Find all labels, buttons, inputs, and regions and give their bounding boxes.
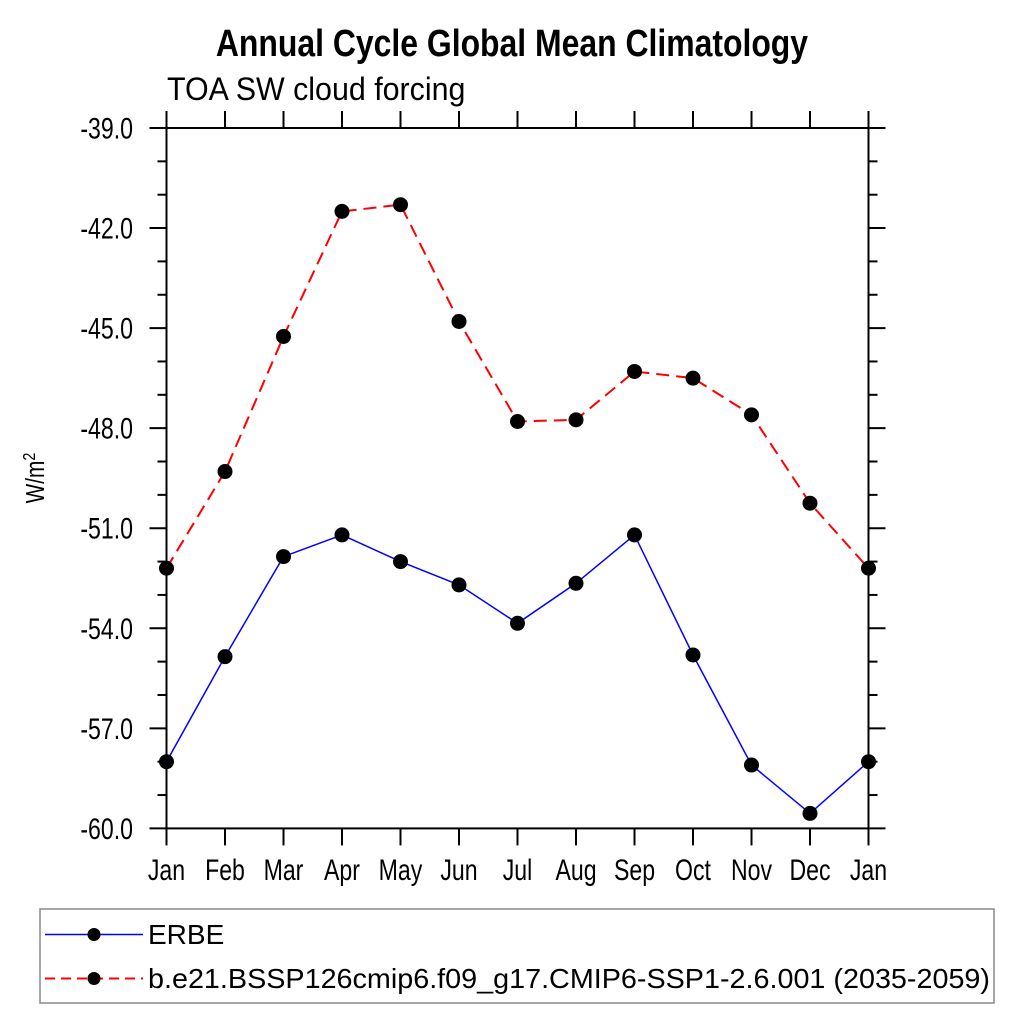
model-data-point	[451, 313, 467, 329]
legend-label-model: b.e21.BSSP126cmip6.f09_g17.CMIP6-SSP1-2.…	[148, 963, 990, 994]
erbe-data-point	[802, 805, 818, 821]
x-tick-label: Dec	[789, 853, 830, 887]
y-axis-label-base: W/m	[21, 461, 50, 504]
legend-box	[39, 908, 995, 1004]
erbe-data-point	[744, 757, 759, 773]
chart-title: Annual Cycle Global Mean Climatology	[216, 22, 809, 64]
model-data-point	[744, 407, 759, 423]
erbe-data-point	[159, 754, 174, 770]
legend-item-model: b.e21.BSSP126cmip6.f09_g17.CMIP6-SSP1-2.…	[45, 963, 990, 994]
plot-frame	[165, 127, 870, 830]
y-axis-label-exponent: 2	[20, 453, 40, 461]
model-data-point	[802, 495, 818, 511]
model-data-point	[510, 414, 525, 430]
x-tick-label: Oct	[675, 853, 711, 887]
chart-subtitle: TOA SW cloud forcing	[167, 71, 465, 107]
y-tick-label: -48.0	[80, 412, 133, 446]
model-data-point	[627, 363, 642, 379]
subtitle-group: TOA SW cloud forcing	[167, 71, 465, 107]
erbe-data-point	[393, 554, 408, 570]
x-tick-label: Feb	[205, 853, 245, 887]
erbe-data-point	[334, 527, 350, 543]
y-tick-label: -57.0	[80, 712, 133, 746]
legend-marker-icon	[87, 928, 101, 941]
x-tick-label: Jan	[148, 853, 185, 887]
model-data-point	[568, 412, 584, 428]
erbe-data-point	[861, 754, 876, 770]
x-tick-label: Apr	[324, 853, 360, 887]
model-data-point	[159, 560, 174, 576]
model-data-point	[685, 370, 701, 386]
erbe-data-point	[685, 647, 701, 663]
y-axis-label: W/m2	[20, 453, 50, 504]
erbe-series-line	[165, 533, 869, 815]
x-tick-label: Jan	[850, 853, 887, 887]
y-tick-label: -54.0	[80, 612, 133, 646]
x-tick-label: Jun	[440, 853, 477, 887]
model-data-point	[861, 560, 876, 576]
x-tick-label: Aug	[555, 853, 596, 887]
model-series-line	[165, 203, 870, 569]
erbe-data-point	[451, 577, 467, 593]
legend-label-erbe: ERBE	[148, 919, 224, 950]
erbe-data-point	[568, 575, 584, 591]
y-tick-label: -51.0	[80, 512, 133, 546]
axis-labels: -39.0 -42.0 -45.0 -48.0 -51.0 -54.0 -57.0 -60.0…	[80, 112, 887, 887]
model-data-point	[334, 203, 350, 219]
erbe-data-point	[276, 549, 291, 565]
x-tick-label: Sep	[614, 853, 655, 887]
legend-marker-icon	[87, 972, 101, 985]
model-data-point	[393, 197, 408, 213]
title-group: Annual Cycle Global Mean Climatology	[216, 22, 809, 64]
legend: ERBE b.e21.BSSP126cmip6.f09_g17.CMIP6-SS…	[39, 908, 995, 1004]
plot-area: -39.0 -42.0 -45.0 -48.0 -51.0 -54.0 -57.0 -60.0…	[80, 111, 887, 887]
legend-item-erbe: ERBE	[45, 919, 224, 950]
model-data-point	[217, 464, 233, 480]
y-tick-label: -42.0	[80, 212, 133, 246]
x-tick-label: Nov	[731, 853, 773, 887]
y-tick-label: -60.0	[80, 812, 133, 846]
erbe-data-point	[217, 649, 233, 665]
y-axis-label-group: W/m2	[20, 453, 50, 504]
erbe-data-point	[627, 527, 642, 543]
erbe-data-point	[510, 615, 525, 631]
y-tick-label: -39.0	[80, 112, 133, 146]
y-tick-label: -45.0	[80, 312, 133, 346]
model-data-point	[276, 328, 291, 344]
x-tick-label: May	[379, 853, 423, 887]
x-tick-label: Jul	[503, 853, 533, 887]
x-tick-label: Mar	[264, 853, 304, 887]
